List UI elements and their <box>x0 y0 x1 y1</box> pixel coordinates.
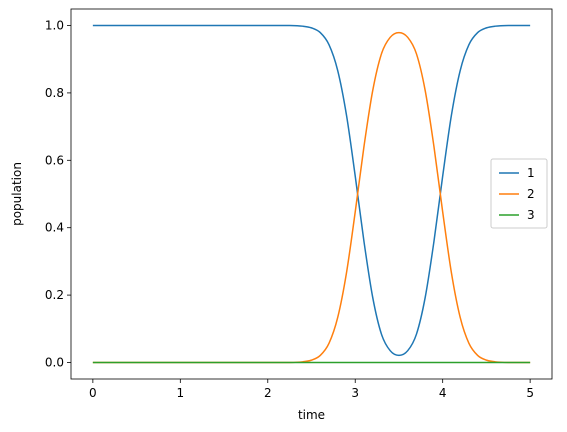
y-axis: 0.0 0.2 0.4 0.6 0.8 1.0 <box>45 19 71 369</box>
legend: 1 2 3 <box>490 158 548 229</box>
legend-label-3: 3 <box>527 208 535 222</box>
x-tick-label: 1 <box>176 386 184 400</box>
y-tick-label: 0.4 <box>45 221 64 235</box>
y-tick-label: 0.8 <box>45 86 64 100</box>
axes-frame <box>70 8 553 380</box>
y-tick-label: 0.6 <box>45 153 64 167</box>
y-tick-label: 0.2 <box>45 288 64 302</box>
x-axis-label: time <box>298 408 325 422</box>
y-tick-label: 1.0 <box>45 19 64 33</box>
x-tick-label: 4 <box>439 386 447 400</box>
series-line-1 <box>92 24 531 357</box>
legend-label-1: 1 <box>527 166 535 180</box>
x-tick-label: 5 <box>526 386 534 400</box>
legend-label-2: 2 <box>527 187 535 201</box>
x-axis: 0 1 2 3 4 5 <box>89 379 534 400</box>
y-tick-label: 0.0 <box>45 355 64 369</box>
y-axis-label: population <box>10 162 24 226</box>
series-line-2 <box>92 31 531 364</box>
x-tick-label: 2 <box>264 386 272 400</box>
x-tick-label: 3 <box>351 386 359 400</box>
x-tick-label: 0 <box>89 386 97 400</box>
plot-area <box>92 24 531 364</box>
